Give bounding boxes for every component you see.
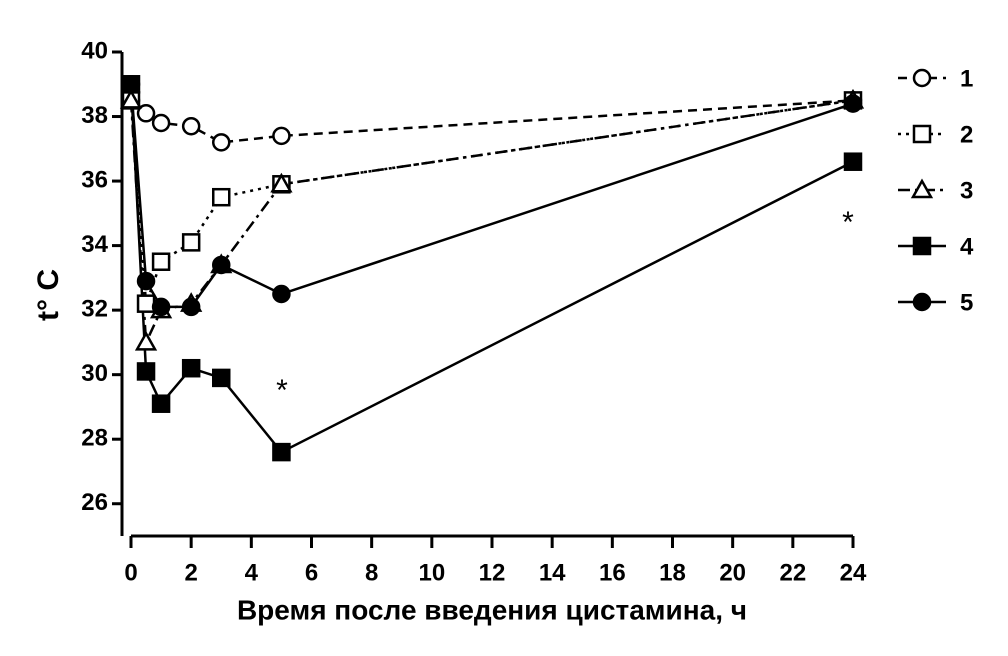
- marker: [212, 187, 231, 207]
- marker: [272, 126, 291, 146]
- marker: [121, 75, 141, 94]
- marker: [151, 113, 171, 133]
- marker: [136, 271, 156, 291]
- marker: [910, 178, 934, 199]
- x-tick-label: 10: [418, 559, 445, 586]
- y-tick-label: 30: [81, 360, 108, 387]
- x-tick-label: 4: [245, 559, 259, 586]
- marker: [181, 358, 201, 378]
- marker: [272, 284, 291, 304]
- legend-label: 1: [960, 65, 973, 92]
- marker: [912, 236, 932, 256]
- marker: [181, 233, 201, 252]
- marker: [212, 255, 231, 275]
- marker: [912, 124, 932, 144]
- marker: [151, 394, 171, 413]
- y-tick-label: 36: [81, 166, 108, 193]
- x-tick-label: 24: [840, 559, 867, 586]
- marker: [272, 442, 291, 462]
- annotation: *: [842, 206, 854, 239]
- x-tick-label: 2: [184, 559, 197, 586]
- y-tick-label: 40: [81, 37, 108, 64]
- x-tick-label: 12: [479, 559, 506, 586]
- x-tick-label: 14: [539, 559, 566, 586]
- y-tick-label: 38: [81, 102, 108, 129]
- x-tick-label: 0: [124, 559, 137, 586]
- marker: [181, 297, 201, 317]
- y-tick-label: 32: [81, 295, 108, 322]
- marker: [270, 172, 293, 193]
- legend-label: 4: [960, 233, 974, 260]
- y-tick-label: 26: [81, 489, 108, 516]
- marker: [843, 152, 863, 171]
- marker: [136, 104, 156, 123]
- legend-label: 5: [960, 289, 973, 316]
- y-tick-label: 34: [81, 231, 108, 258]
- x-tick-label: 16: [599, 559, 626, 586]
- marker: [136, 294, 156, 313]
- marker: [212, 133, 231, 152]
- marker: [843, 94, 863, 113]
- marker: [151, 297, 171, 317]
- x-tick-label: 8: [365, 559, 378, 586]
- legend-label: 3: [960, 177, 973, 204]
- x-tick-label: 22: [779, 559, 806, 586]
- marker: [912, 68, 932, 88]
- marker: [119, 88, 143, 109]
- x-axis-label: Время после введения цистамина, ч: [237, 594, 747, 625]
- marker: [151, 252, 171, 271]
- x-tick-label: 20: [719, 559, 746, 586]
- marker: [136, 362, 156, 381]
- marker: [181, 116, 201, 136]
- marker: [134, 330, 158, 351]
- marker: [212, 368, 231, 388]
- marker: [912, 292, 932, 312]
- x-tick-label: 18: [659, 559, 686, 586]
- y-tick-label: 28: [81, 425, 108, 452]
- annotation: *: [276, 374, 288, 407]
- y-axis-label: t° C: [32, 269, 65, 321]
- legend-label: 2: [960, 121, 973, 148]
- x-tick-label: 6: [305, 559, 318, 586]
